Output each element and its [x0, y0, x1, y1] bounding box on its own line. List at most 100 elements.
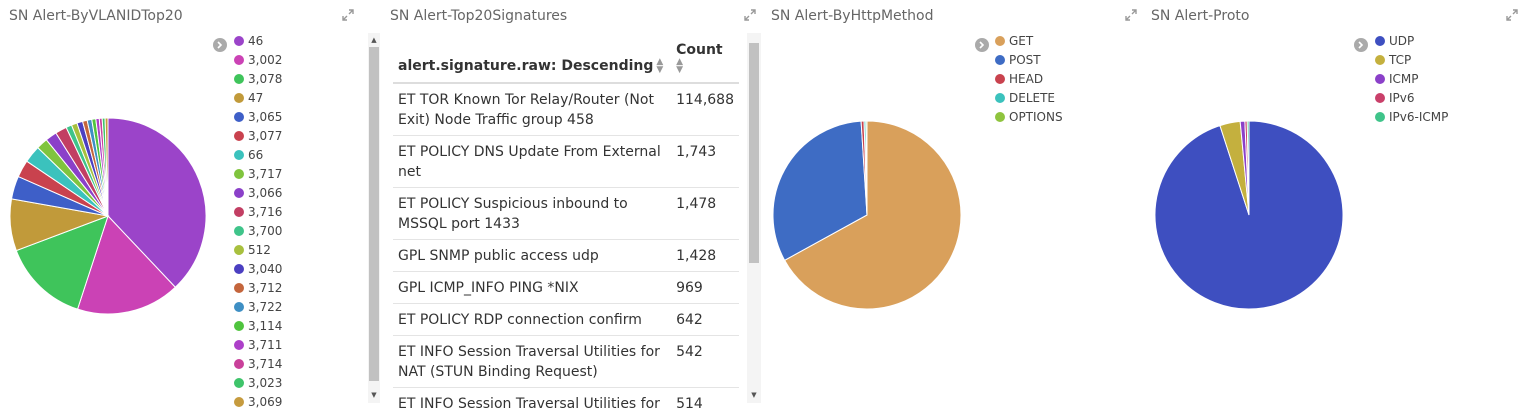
legend-label: 46 — [248, 34, 263, 48]
legend-item[interactable]: 512 — [234, 241, 282, 260]
signature-cell[interactable]: ET INFO Session Traversal Utilities for — [393, 388, 671, 419]
expand-icon[interactable] — [744, 9, 756, 21]
count-cell: 969 — [671, 272, 739, 304]
scroll-up-arrow[interactable]: ▲ — [368, 34, 380, 46]
legend-item[interactable]: HEAD — [995, 70, 1063, 89]
expand-icon[interactable] — [342, 9, 354, 21]
legend-label: GET — [1009, 34, 1033, 48]
count-cell: 642 — [671, 304, 739, 336]
signature-column-header[interactable]: alert.signature.raw: Descending▲▼ — [393, 32, 671, 83]
legend-toggle-icon[interactable] — [1354, 38, 1368, 52]
legend-item[interactable]: IPv6-ICMP — [1375, 108, 1448, 127]
legend-swatch — [234, 55, 244, 65]
legend-label: 3,077 — [248, 129, 282, 143]
count-column-header[interactable]: Count▲▼ — [671, 32, 739, 83]
sort-icon[interactable]: ▲▼ — [656, 58, 663, 74]
legend-swatch — [234, 378, 244, 388]
legend-item[interactable]: ICMP — [1375, 70, 1448, 89]
legend-item[interactable]: 3,714 — [234, 355, 282, 374]
legend-swatch — [1375, 55, 1385, 65]
legend-item[interactable]: POST — [995, 51, 1063, 70]
http-legend: GET POST HEAD DELETE OPTIONS — [995, 32, 1063, 127]
right-scrollbar[interactable]: ▼ — [747, 33, 761, 403]
scroll-thumb[interactable] — [369, 47, 379, 381]
legend-item[interactable]: 3,078 — [234, 70, 282, 89]
legend-swatch — [234, 93, 244, 103]
legend-swatch — [1375, 112, 1385, 122]
legend-item[interactable]: GET — [995, 32, 1063, 51]
legend-item[interactable]: 3,066 — [234, 184, 282, 203]
panel-title: SN Alert-Top20Signatures — [390, 8, 567, 24]
signature-cell[interactable]: GPL SNMP public access udp — [393, 240, 671, 272]
legend-label: 3,078 — [248, 72, 282, 86]
legend-swatch — [995, 36, 1005, 46]
table-row: ET INFO Session Traversal Utilities for … — [393, 336, 739, 388]
legend-item[interactable]: 47 — [234, 89, 282, 108]
legend-item[interactable]: 3,065 — [234, 108, 282, 127]
legend-item[interactable]: TCP — [1375, 51, 1448, 70]
legend-item[interactable]: 3,700 — [234, 222, 282, 241]
signature-cell[interactable]: ET TOR Known Tor Relay/Router (Not Exit)… — [393, 83, 671, 136]
column-label: Count — [676, 42, 723, 58]
count-cell: 1,743 — [671, 136, 739, 188]
legend-swatch — [234, 302, 244, 312]
signature-cell[interactable]: ET POLICY RDP connection confirm — [393, 304, 671, 336]
signatures-table: alert.signature.raw: Descending▲▼ Count▲… — [393, 32, 739, 419]
left-scrollbar[interactable]: ▲ ▼ — [368, 33, 380, 403]
legend-item[interactable]: IPv6 — [1375, 89, 1448, 108]
signature-cell[interactable]: ET POLICY DNS Update From External net — [393, 136, 671, 188]
legend-swatch — [234, 283, 244, 293]
legend-label: UDP — [1389, 34, 1414, 48]
legend-label: 3,065 — [248, 110, 282, 124]
expand-icon[interactable] — [1125, 9, 1137, 21]
legend-item[interactable]: 3,023 — [234, 374, 282, 393]
count-cell: 542 — [671, 336, 739, 388]
sort-icon[interactable]: ▲▼ — [676, 58, 683, 74]
legend-swatch — [995, 55, 1005, 65]
legend-label: 3,700 — [248, 224, 282, 238]
legend-swatch — [234, 112, 244, 122]
proto-pie-chart — [1155, 121, 1343, 309]
legend-label: IPv6-ICMP — [1389, 110, 1448, 124]
legend-toggle-icon[interactable] — [975, 38, 989, 52]
legend-label: DELETE — [1009, 91, 1055, 105]
signature-cell[interactable]: ET POLICY Suspicious inbound to MSSQL po… — [393, 188, 671, 240]
vlan-pie-chart — [10, 118, 206, 314]
legend-label: TCP — [1389, 53, 1411, 67]
legend-item[interactable]: OPTIONS — [995, 108, 1063, 127]
legend-item[interactable]: DELETE — [995, 89, 1063, 108]
legend-label: 66 — [248, 148, 263, 162]
legend-item[interactable]: 3,077 — [234, 127, 282, 146]
legend-item[interactable]: 46 — [234, 32, 282, 51]
legend-item[interactable]: UDP — [1375, 32, 1448, 51]
legend-label: 3,002 — [248, 53, 282, 67]
legend-item[interactable]: 3,717 — [234, 165, 282, 184]
legend-item[interactable]: 3,722 — [234, 298, 282, 317]
legend-toggle-icon[interactable] — [213, 38, 227, 52]
legend-swatch — [234, 245, 244, 255]
legend-item[interactable]: 3,040 — [234, 260, 282, 279]
legend-label: HEAD — [1009, 72, 1043, 86]
expand-icon[interactable] — [1506, 9, 1518, 21]
panel-title: SN Alert-ByHttpMethod — [771, 8, 933, 24]
panel-title: SN Alert-ByVLANIDTop20 — [9, 8, 183, 24]
legend-swatch — [234, 321, 244, 331]
legend-item[interactable]: 3,711 — [234, 336, 282, 355]
legend-item[interactable]: 3,002 — [234, 51, 282, 70]
legend-item[interactable]: 66 — [234, 146, 282, 165]
legend-swatch — [234, 207, 244, 217]
legend-item[interactable]: 3,114 — [234, 317, 282, 336]
panel-title: SN Alert-Proto — [1151, 8, 1249, 24]
legend-item[interactable]: 3,716 — [234, 203, 282, 222]
signature-cell[interactable]: ET INFO Session Traversal Utilities for … — [393, 336, 671, 388]
legend-item[interactable]: 3,069 — [234, 393, 282, 409]
scroll-down-arrow[interactable]: ▼ — [368, 389, 380, 401]
legend-label: 3,040 — [248, 262, 282, 276]
legend-item[interactable]: 3,712 — [234, 279, 282, 298]
signature-cell[interactable]: GPL ICMP_INFO PING *NIX — [393, 272, 671, 304]
scroll-thumb[interactable] — [749, 43, 759, 263]
legend-label: 47 — [248, 91, 263, 105]
scroll-down-arrow[interactable]: ▼ — [748, 389, 760, 401]
